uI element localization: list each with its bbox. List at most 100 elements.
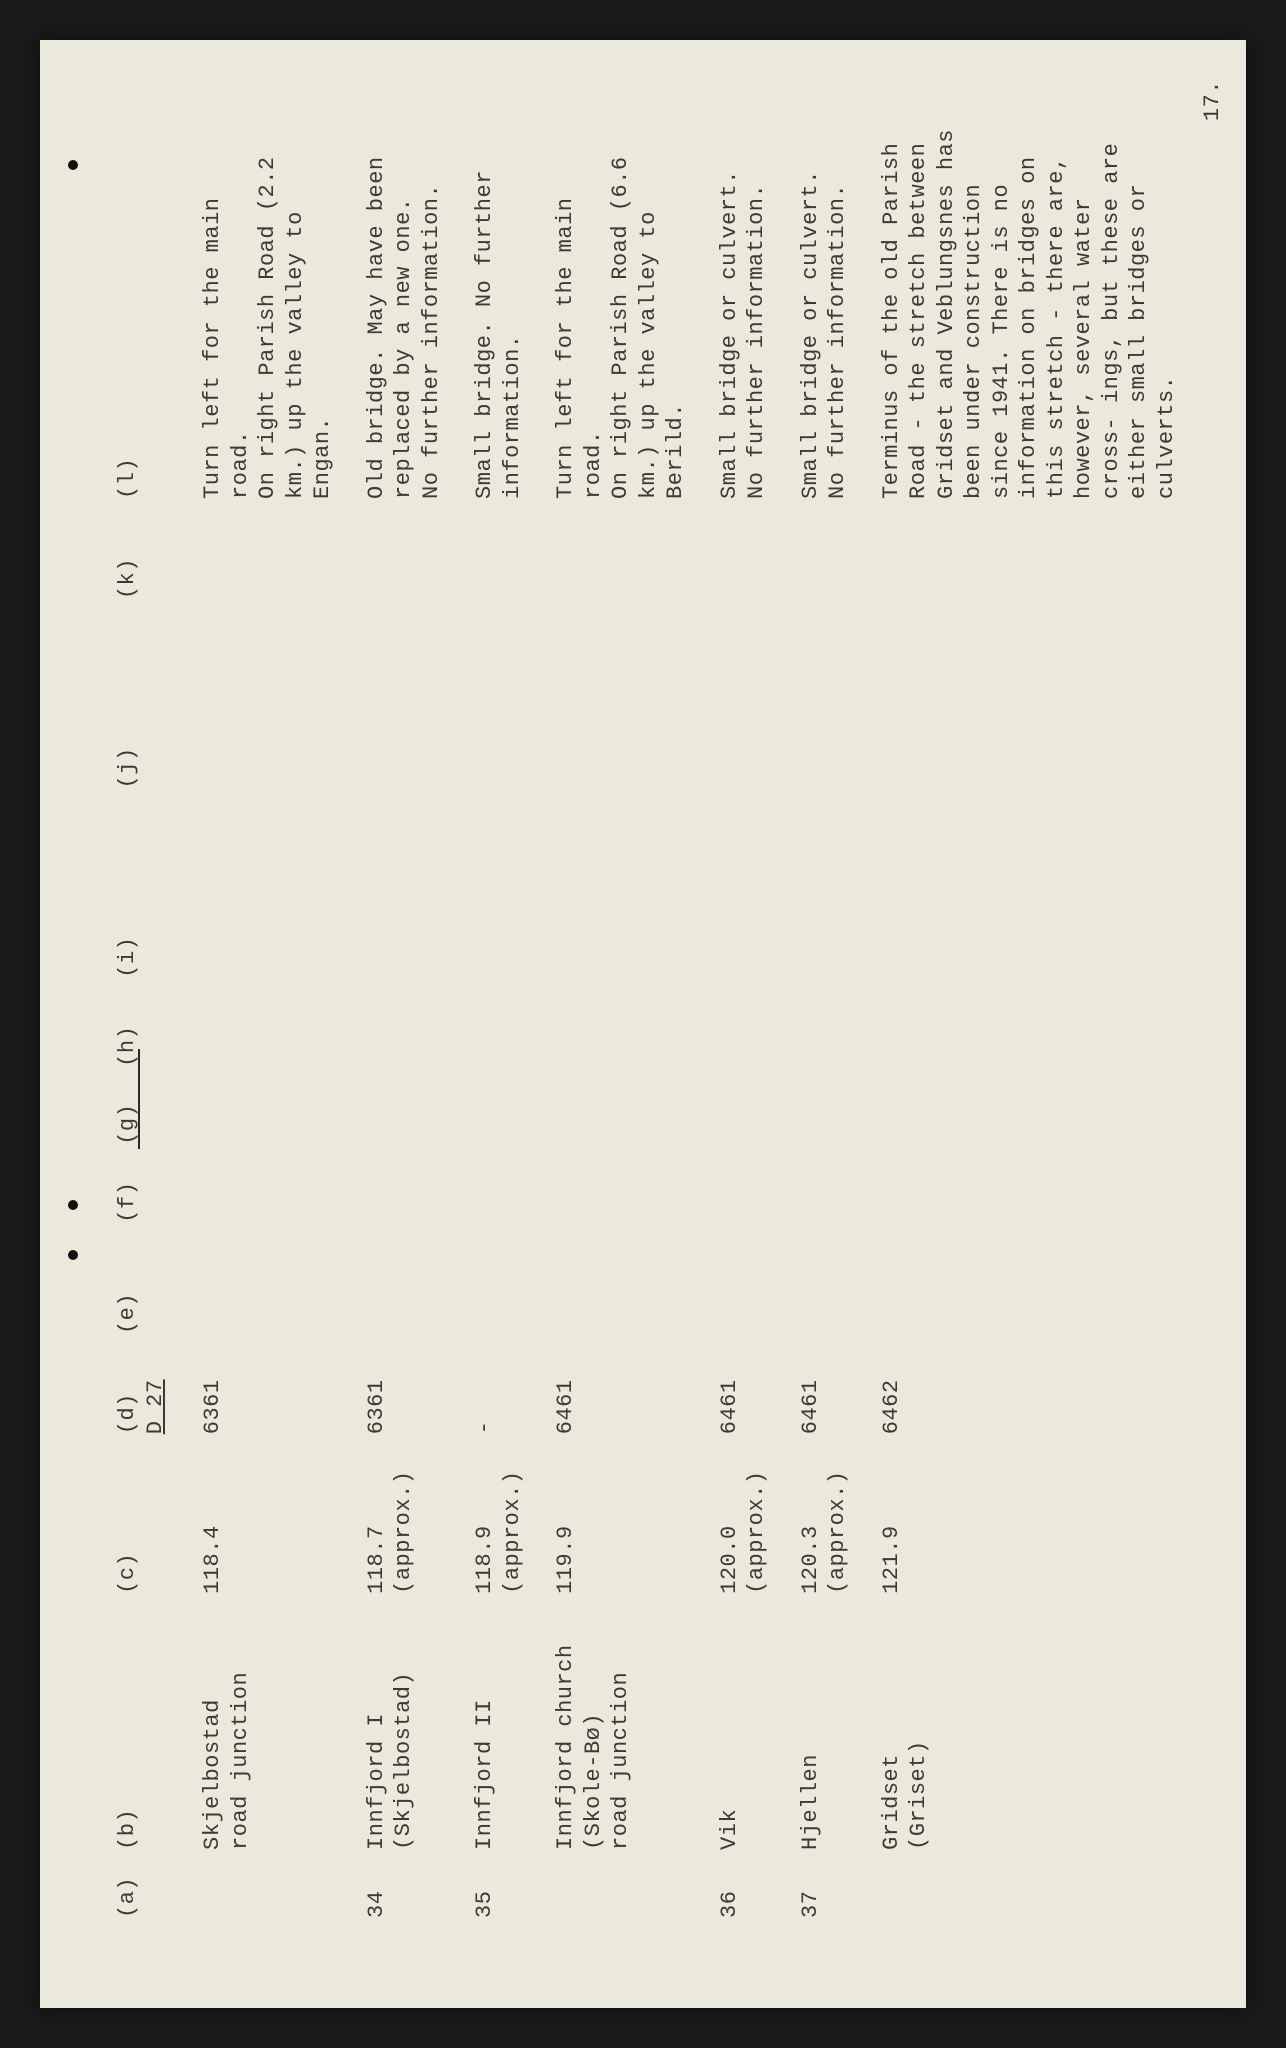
cell-c: 119.9 bbox=[540, 1444, 704, 1604]
col-header-b: (b) bbox=[110, 1604, 187, 1860]
col-subhead-d: D 27 bbox=[143, 1379, 168, 1434]
cell-e bbox=[540, 1233, 704, 1344]
cell-b: Innfjord II bbox=[459, 1604, 540, 1860]
col-header-c: (c) bbox=[110, 1444, 187, 1604]
cell-e bbox=[866, 1233, 1195, 1344]
cell-k bbox=[704, 509, 785, 609]
cell-h bbox=[866, 988, 1195, 1077]
cell-c: 121.9 bbox=[866, 1444, 1195, 1604]
cell-h bbox=[704, 988, 785, 1077]
cell-j bbox=[785, 609, 866, 798]
col-header-l: (l) bbox=[110, 108, 187, 509]
cell-d: 6461 bbox=[540, 1344, 704, 1444]
cell-g bbox=[187, 1077, 351, 1155]
cell-c: 118.7(approx.) bbox=[351, 1444, 460, 1604]
cell-f bbox=[540, 1155, 704, 1233]
cell-d: 6361 bbox=[187, 1344, 351, 1444]
cell-b: Innfjord I(Skjelbostad) bbox=[351, 1604, 460, 1860]
page-number: 17. bbox=[1199, 80, 1227, 121]
table-row: 36Vik120.0(approx.)6461 Small bridge or c… bbox=[704, 108, 785, 1928]
cell-h bbox=[785, 988, 866, 1077]
cell-f bbox=[351, 1155, 460, 1233]
cell-k bbox=[540, 509, 704, 609]
cell-h bbox=[540, 988, 704, 1077]
typed-content: (a) (b) (c) (d) D 27 (e) (f) (g) (h) (i)… bbox=[40, 40, 1246, 2008]
cell-l: Old bridge. May have been replaced by a … bbox=[351, 108, 460, 509]
cell-a bbox=[187, 1860, 351, 1928]
cell-d: 6462 bbox=[866, 1344, 1195, 1444]
cell-k bbox=[351, 509, 460, 609]
header-rule bbox=[138, 1049, 140, 1149]
cell-f bbox=[187, 1155, 351, 1233]
cell-g bbox=[704, 1077, 785, 1155]
cell-k bbox=[785, 509, 866, 609]
cell-i bbox=[866, 798, 1195, 987]
cell-a: 37 bbox=[785, 1860, 866, 1928]
cell-f bbox=[866, 1155, 1195, 1233]
cell-c: 120.3(approx.) bbox=[785, 1444, 866, 1604]
cell-a bbox=[540, 1860, 704, 1928]
cell-j bbox=[459, 609, 540, 798]
cell-k bbox=[187, 509, 351, 609]
table-row: Skjelbostadroad junction118.46361Turn le… bbox=[187, 108, 351, 1928]
cell-d: 6461 bbox=[704, 1344, 785, 1444]
cell-d: - bbox=[459, 1344, 540, 1444]
col-header-d: (d) D 27 bbox=[110, 1344, 187, 1444]
table-row: 35Innfjord II118.9(approx.)-Small bridge… bbox=[459, 108, 540, 1928]
cell-g bbox=[785, 1077, 866, 1155]
col-header-k: (k) bbox=[110, 509, 187, 609]
cell-a: 36 bbox=[704, 1860, 785, 1928]
col-header-f: (f) bbox=[110, 1155, 187, 1233]
cell-g bbox=[866, 1077, 1195, 1155]
cell-j bbox=[540, 609, 704, 798]
col-header-g: (g) bbox=[110, 1077, 187, 1155]
cell-e bbox=[704, 1233, 785, 1344]
cell-i bbox=[704, 798, 785, 987]
cell-l: Terminus of the old Parish Road - the st… bbox=[866, 108, 1195, 509]
cell-j bbox=[704, 609, 785, 798]
cell-e bbox=[785, 1233, 866, 1344]
table-row: Innfjord church(Skole-Bø)road junction11… bbox=[540, 108, 704, 1928]
cell-b: Gridset(Griset) bbox=[866, 1604, 1195, 1860]
cell-d: 6461 bbox=[785, 1344, 866, 1444]
cell-j bbox=[187, 609, 351, 798]
cell-l: Turn left for the main road.On right Par… bbox=[540, 108, 704, 509]
cell-j bbox=[351, 609, 460, 798]
cell-i bbox=[540, 798, 704, 987]
cell-i bbox=[351, 798, 460, 987]
scanned-page: (a) (b) (c) (d) D 27 (e) (f) (g) (h) (i)… bbox=[40, 40, 1246, 2008]
cell-g bbox=[351, 1077, 460, 1155]
cell-l: Small bridge. No further information. bbox=[459, 108, 540, 509]
col-header-h: (h) bbox=[110, 988, 187, 1077]
col-header-a: (a) bbox=[110, 1860, 187, 1928]
cell-l: Turn left for the main road.On right Par… bbox=[187, 108, 351, 509]
cell-f bbox=[704, 1155, 785, 1233]
cell-b: Hjellen bbox=[785, 1604, 866, 1860]
cell-k bbox=[866, 509, 1195, 609]
cell-b: Innfjord church(Skole-Bø)road junction bbox=[540, 1604, 704, 1860]
cell-i bbox=[785, 798, 866, 987]
cell-e bbox=[187, 1233, 351, 1344]
cell-e bbox=[351, 1233, 460, 1344]
cell-f bbox=[459, 1155, 540, 1233]
cell-i bbox=[187, 798, 351, 987]
cell-l: Small bridge or culvert.No further infor… bbox=[704, 108, 785, 509]
cell-g bbox=[459, 1077, 540, 1155]
table-row: 37Hjellen120.3(approx.)6461 Small bridge … bbox=[785, 108, 866, 1928]
table-body: Skjelbostadroad junction118.46361Turn le… bbox=[187, 108, 1194, 1928]
col-header-i: (i) bbox=[110, 798, 187, 987]
cell-j bbox=[866, 609, 1195, 798]
cell-e bbox=[459, 1233, 540, 1344]
cell-c: 118.4 bbox=[187, 1444, 351, 1604]
cell-c: 120.0(approx.) bbox=[704, 1444, 785, 1604]
cell-g bbox=[540, 1077, 704, 1155]
cell-a bbox=[866, 1860, 1195, 1928]
cell-i bbox=[459, 798, 540, 987]
table-row: Gridset(Griset)121.96462 Terminus of the … bbox=[866, 108, 1195, 1928]
road-data-table: (a) (b) (c) (d) D 27 (e) (f) (g) (h) (i)… bbox=[110, 108, 1194, 1928]
cell-b: Vik bbox=[704, 1604, 785, 1860]
cell-c: 118.9(approx.) bbox=[459, 1444, 540, 1604]
header-row: (a) (b) (c) (d) D 27 (e) (f) (g) (h) (i)… bbox=[110, 108, 187, 1928]
cell-l: Small bridge or culvert.No further infor… bbox=[785, 108, 866, 509]
cell-h bbox=[459, 988, 540, 1077]
